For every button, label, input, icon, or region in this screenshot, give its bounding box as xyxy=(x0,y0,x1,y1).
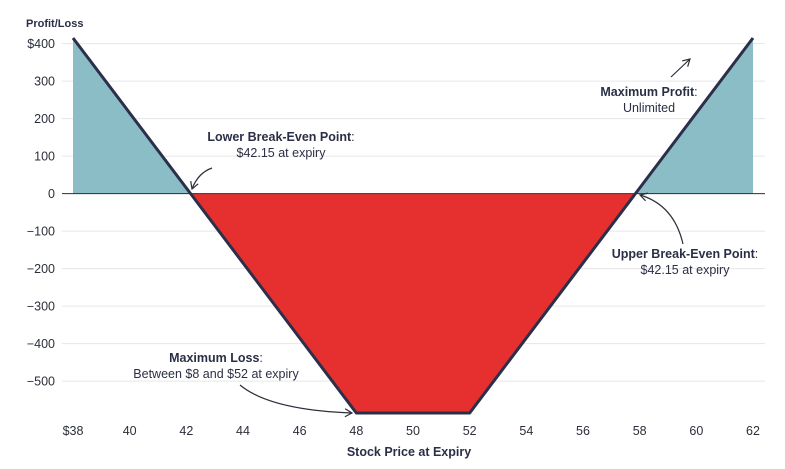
y-tick-label: 0 xyxy=(48,187,55,201)
max-loss-value: Between $8 and $52 at expiry xyxy=(133,367,299,381)
y-tick-label: 200 xyxy=(34,112,55,126)
max-profit-label: Maximum Profit: xyxy=(600,85,697,99)
max-profit-value: Unlimited xyxy=(623,101,675,115)
max-loss-arrow xyxy=(239,384,354,418)
x-tick-label: 60 xyxy=(689,424,703,438)
y-axis-title: Profit/Loss xyxy=(26,18,83,30)
x-tick-label: 46 xyxy=(293,424,307,438)
lower-break-even-arrow xyxy=(190,167,213,191)
lower-break-even-label: Lower Break-Even Point: xyxy=(207,130,354,144)
y-tick-label: −200 xyxy=(27,262,55,276)
x-tick-label: 44 xyxy=(236,424,250,438)
x-tick-label: 50 xyxy=(406,424,420,438)
upper-break-even-value: $42.15 at expiry xyxy=(641,263,731,277)
x-axis-ticks: $38 40 42 44 46 48 50 52 54 56 58 60 62 xyxy=(63,424,760,438)
payoff-line xyxy=(71,37,755,415)
lower-break-even-value: $42.15 at expiry xyxy=(237,146,327,160)
max-profit-title: Maximum Profit xyxy=(600,85,695,99)
y-axis-ticks: $400 300 200 100 0 −100 −200 −300 −400 −500 xyxy=(27,37,55,389)
y-tick-label: 100 xyxy=(34,150,55,164)
max-profit-colon: : xyxy=(694,85,697,99)
y-tick-label: −400 xyxy=(27,337,55,351)
upper-break-even-label: Upper Break-Even Point: xyxy=(612,247,759,261)
max-loss-label: Maximum Loss: xyxy=(169,351,263,365)
max-loss-colon: : xyxy=(259,351,262,365)
upper-break-even-title: Upper Break-Even Point xyxy=(612,247,756,261)
y-tick-label: −300 xyxy=(27,300,55,314)
x-tick-label: 56 xyxy=(576,424,590,438)
x-tick-label: 40 xyxy=(123,424,137,438)
y-tick-label: −500 xyxy=(27,375,55,389)
upper-break-even-arrow xyxy=(638,192,684,245)
x-tick-label: $38 xyxy=(63,424,84,438)
x-tick-label: 58 xyxy=(633,424,647,438)
y-tick-label: $400 xyxy=(27,37,55,51)
y-tick-label: −100 xyxy=(27,225,55,239)
upper-break-even-colon: : xyxy=(755,247,758,261)
x-axis-title: Stock Price at Expiry xyxy=(347,445,471,459)
max-profit-arrow xyxy=(670,58,691,78)
x-tick-label: 54 xyxy=(519,424,533,438)
y-tick-label: 300 xyxy=(34,75,55,89)
x-tick-label: 48 xyxy=(349,424,363,438)
loss-area xyxy=(190,193,636,413)
max-loss-title: Maximum Loss xyxy=(169,351,259,365)
x-tick-label: 42 xyxy=(179,424,193,438)
lower-break-even-title: Lower Break-Even Point xyxy=(207,130,352,144)
lower-break-even-colon: : xyxy=(351,130,354,144)
x-tick-label: 62 xyxy=(746,424,760,438)
x-tick-label: 52 xyxy=(463,424,477,438)
